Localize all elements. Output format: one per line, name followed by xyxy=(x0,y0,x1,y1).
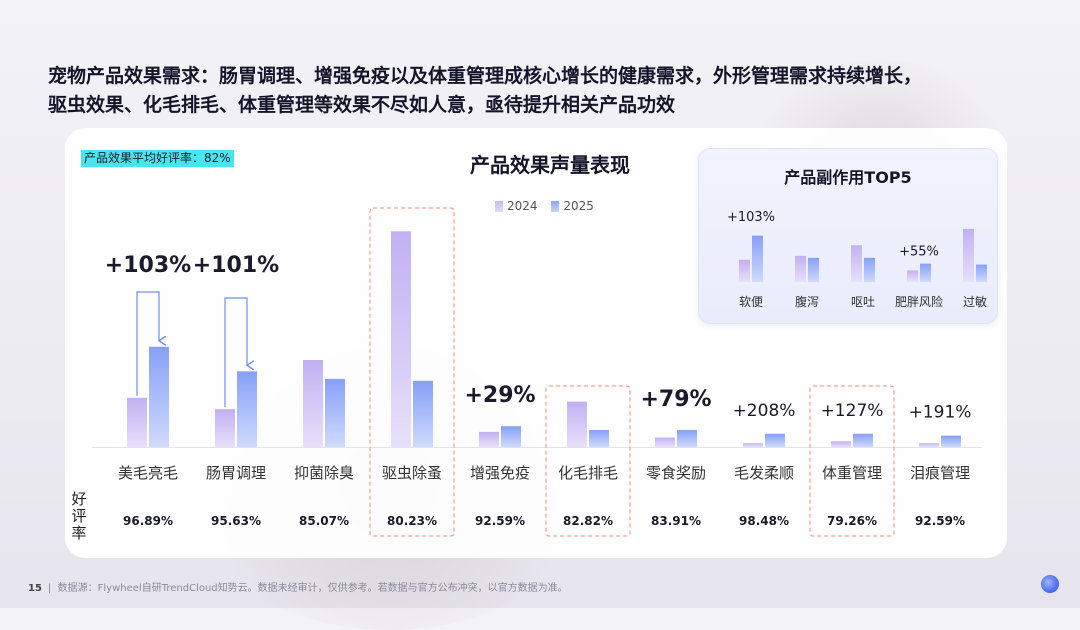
legend-item-2025: 2025 xyxy=(551,199,594,213)
positive-rate-6: 83.91% xyxy=(651,514,701,528)
growth-label-6: +79% xyxy=(640,387,711,412)
side-category-label-3: 肥胖风险 xyxy=(895,294,943,309)
source-note: 数据源：Flywheel自研TrendCloud知势云。数据未经审计，仅供参考。… xyxy=(57,583,568,594)
growth-label-7: +208% xyxy=(733,401,796,421)
side-bar-2024-0 xyxy=(739,259,750,282)
legend-label-2024: 2024 xyxy=(507,199,538,213)
category-label-1: 肠胃调理 xyxy=(206,464,266,482)
headline-line-1: 宠物产品效果需求：肠胃调理、增强免疫以及体重管理成核心增长的健康需求，外形管理需… xyxy=(48,65,923,87)
bar-2024-2 xyxy=(303,359,323,447)
bar-2025-9 xyxy=(941,435,961,447)
footer-divider: | xyxy=(47,583,58,594)
positive-rate-8: 79.26% xyxy=(827,514,877,528)
bar-2024-4 xyxy=(479,431,499,447)
highlight-box-3 xyxy=(369,207,455,537)
growth-label-8: +127% xyxy=(821,401,884,421)
side-bar-2025-1 xyxy=(808,257,819,282)
growth-label-1: +101% xyxy=(193,253,279,278)
category-label-6: 零食奖励 xyxy=(646,464,706,482)
legend-swatch-2024 xyxy=(495,200,503,212)
side-bar-2025-0 xyxy=(752,235,763,282)
side-bar-2024-3 xyxy=(907,270,918,282)
bar-2024-0 xyxy=(127,397,147,447)
brand-logo-icon xyxy=(1041,575,1059,593)
average-rating-badge: 产品效果平均好评率：82% xyxy=(81,150,234,167)
positive-rate-7: 98.48% xyxy=(739,514,789,528)
side-category-label-0: 软便 xyxy=(739,295,763,309)
category-label-7: 毛发柔顺 xyxy=(734,464,794,482)
positive-rate-5: 82.82% xyxy=(563,514,613,528)
highlight-box-5 xyxy=(545,385,631,537)
positive-rate-9: 92.59% xyxy=(915,514,965,528)
legend-label-2025: 2025 xyxy=(563,199,594,213)
category-label-5: 化毛排毛 xyxy=(558,464,618,482)
bar-2025-1 xyxy=(237,371,257,447)
legend-swatch-2025 xyxy=(551,200,560,212)
positive-rate-1: 95.63% xyxy=(211,514,261,528)
category-label-4: 增强免疫 xyxy=(470,464,530,482)
bar-2024-8 xyxy=(831,441,851,447)
bar-2024-9 xyxy=(919,443,939,447)
category-label-9: 泪痕管理 xyxy=(910,464,970,482)
bar-2025-6 xyxy=(677,429,697,447)
category-label-2: 抑菌除臭 xyxy=(294,464,354,482)
side-effects-card: 产品副作用TOP5 +103% 软便 腹泻 呕吐 +55% 肥胖风险 过敏 xyxy=(698,148,998,324)
side-effects-bar-chart: +103% 软便 腹泻 呕吐 +55% 肥胖风险 过敏 xyxy=(727,210,987,309)
side-category-label-2: 呕吐 xyxy=(851,295,875,309)
growth-label-0: +103% xyxy=(105,253,191,278)
category-label-3: 驱虫除蚤 xyxy=(382,464,442,482)
side-growth-label-3: +55% xyxy=(899,245,939,260)
bar-2024-7 xyxy=(743,443,763,447)
positive-rate-3: 80.23% xyxy=(387,514,437,528)
main-chart-legend: 2024 2025 xyxy=(495,199,604,215)
side-bar-2024-1 xyxy=(795,255,806,282)
bar-2025-4 xyxy=(501,426,521,447)
growth-arrow-1 xyxy=(224,297,247,408)
highlight-box-8 xyxy=(809,385,895,537)
side-category-label-1: 腹泻 xyxy=(795,295,819,309)
main-chart-title: 产品效果声量表现 xyxy=(470,153,630,177)
growth-label-4: +29% xyxy=(464,383,535,408)
bar-2025-2 xyxy=(325,378,345,447)
main-bar-chart: +103% 美毛亮毛 96.89% +101% 肠胃调理 95.63% 抑菌除臭 85.07%… xyxy=(92,207,982,537)
bar-2025-5 xyxy=(589,429,609,447)
side-bar-2024-4 xyxy=(963,228,974,282)
bar-2025-0 xyxy=(149,346,169,447)
side-bar-2024-2 xyxy=(851,245,862,282)
bar-2025-8 xyxy=(853,433,873,447)
bar-2024-5 xyxy=(567,401,587,447)
positive-rate-label: 好评率 xyxy=(71,490,87,542)
legend-item-2024: 2024 xyxy=(495,199,538,213)
category-label-8: 体重管理 xyxy=(822,464,882,482)
page-number: 15 xyxy=(28,583,42,594)
bar-2024-6 xyxy=(655,437,675,447)
side-bar-2025-2 xyxy=(864,257,875,282)
side-bar-2025-4 xyxy=(976,264,987,282)
side-bar-2025-3 xyxy=(920,263,931,282)
growth-label-9: +191% xyxy=(909,403,972,423)
bar-2024-1 xyxy=(215,409,235,447)
positive-rate-2: 85.07% xyxy=(299,514,349,528)
bar-2025-7 xyxy=(765,433,785,447)
footer-source: 15 | 数据源：Flywheel自研TrendCloud知势云。数据未经审计，仅… xyxy=(28,579,568,594)
positive-rate-4: 92.59% xyxy=(475,514,525,528)
bar-2024-3 xyxy=(391,231,411,447)
side-growth-label-0: +103% xyxy=(727,210,775,225)
side-chart-title: 产品副作用TOP5 xyxy=(784,168,912,187)
category-label-0: 美毛亮毛 xyxy=(118,464,178,482)
growth-arrow-0 xyxy=(136,291,159,396)
bar-2025-3 xyxy=(413,380,433,447)
side-category-label-4: 过敏 xyxy=(963,294,987,309)
positive-rate-0: 96.89% xyxy=(123,514,173,528)
headline-line-2: 驱虫效果、化毛排毛、体重管理等效果不尽如人意，亟待提升相关产品功效 xyxy=(48,94,676,116)
page-headline: 宠物产品效果需求：肠胃调理、增强免疫以及体重管理成核心增长的健康需求，外形管理需… xyxy=(48,62,1048,120)
